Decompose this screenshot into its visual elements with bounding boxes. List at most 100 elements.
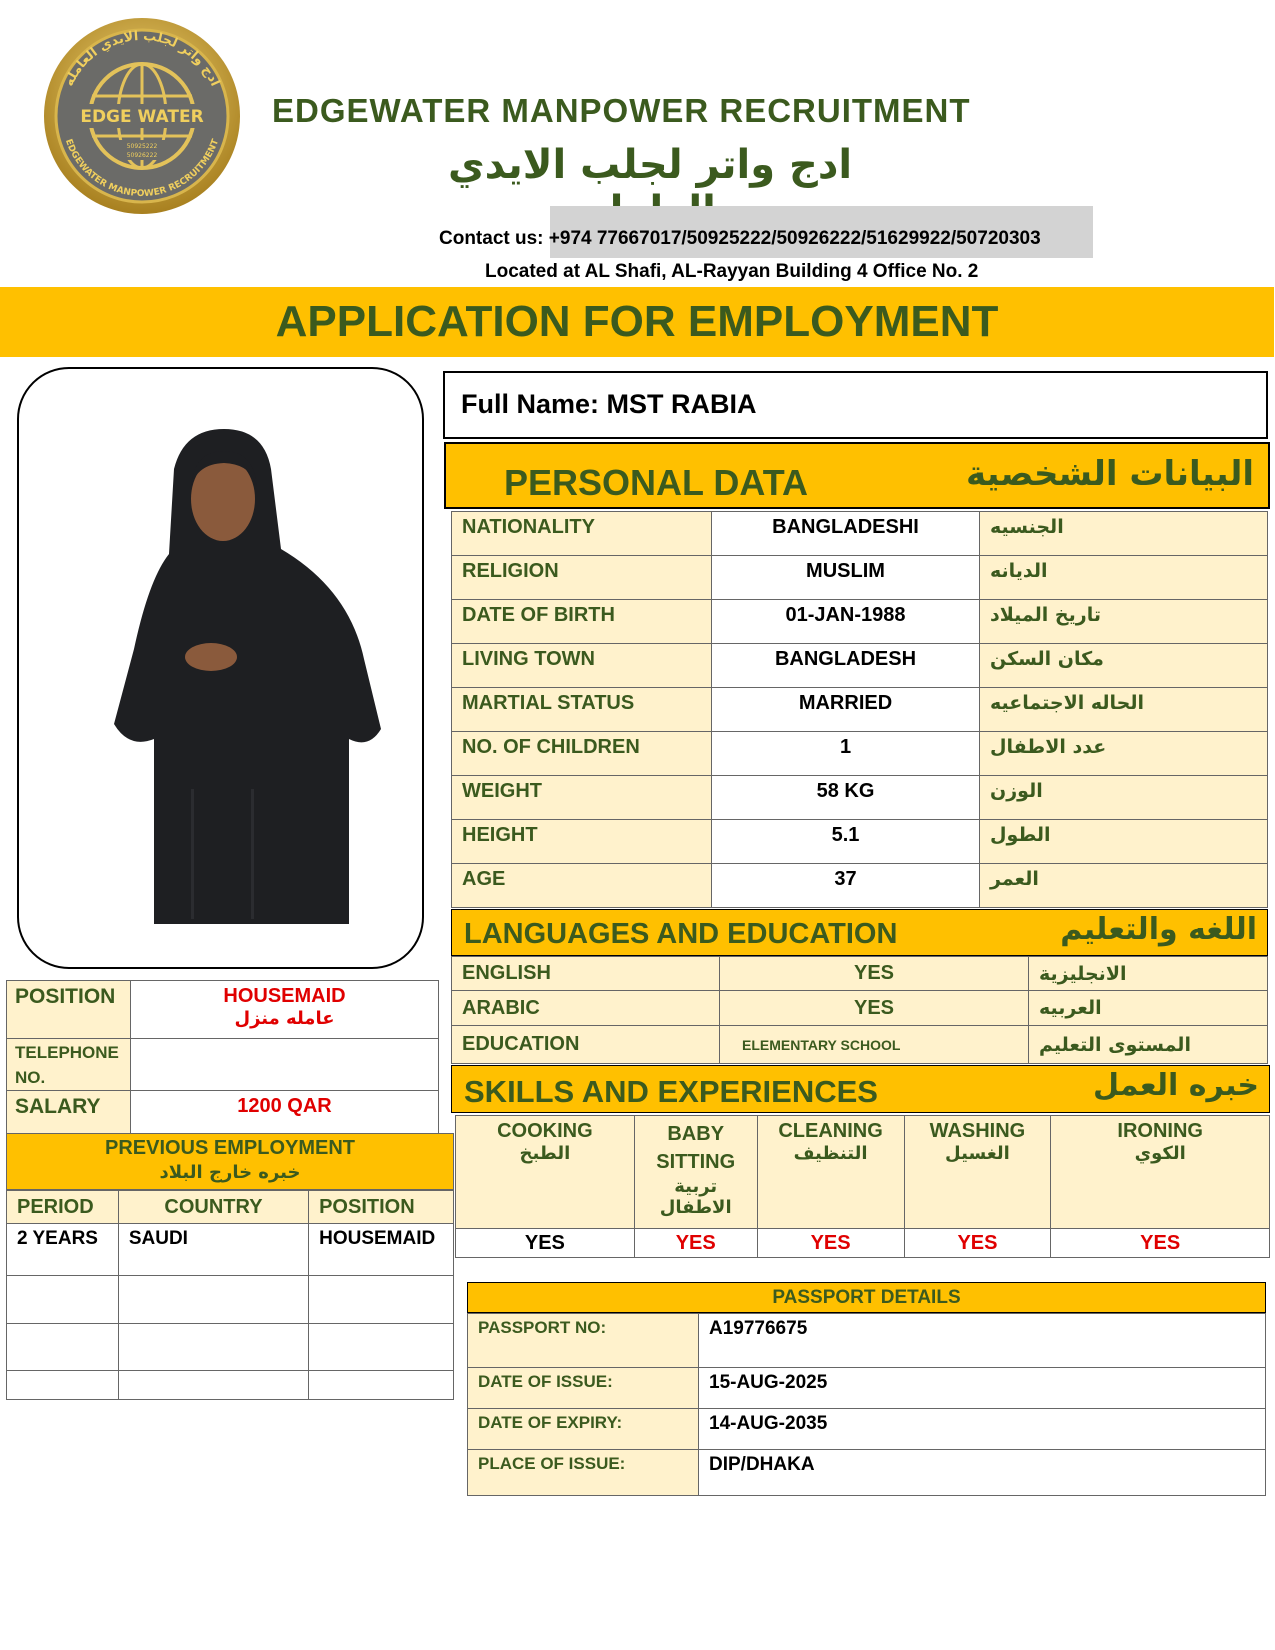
skill-label-arabic: تربية الاطفال [659,1176,732,1218]
language-label-arabic: المستوى التعليم [1028,1025,1268,1064]
personal-label-arabic: العمر [979,863,1268,908]
previous-employment-cell [308,1275,454,1324]
previous-employment-cell [6,1323,119,1371]
personal-value: 37 [711,863,980,908]
language-row: ARABIC YES العربيه [451,990,1268,1026]
personal-value: 01-JAN-1988 [711,599,980,644]
personal-label: LIVING TOWN [451,643,712,688]
skill-value: YES [756,1228,905,1258]
passport-row: DATE OF ISSUE: 15-AUG-2025 [467,1367,1266,1409]
passport-label: DATE OF EXPIRY: [467,1408,699,1450]
skill-value: YES [633,1228,758,1258]
column-header: POSITION [308,1190,454,1224]
skill-value: YES [1050,1228,1270,1258]
languages-title: LANGUAGES AND EDUCATION [464,918,898,950]
logo-phone: 50926222 [127,152,158,159]
language-row: ENGLISH YES الانجليزية [451,956,1268,991]
previous-employment-column-headers: PERIOD COUNTRY POSITION [6,1190,454,1224]
position-label: POSITION [6,980,131,1039]
language-label-arabic: العربيه [1028,990,1268,1026]
column-header: PERIOD [6,1190,119,1224]
passport-value: A19776675 [698,1313,1266,1368]
previous-employment-cell [6,1275,119,1324]
skill-label-cell: BABY SITTING تربية الاطفال [633,1115,758,1229]
personal-value: MARRIED [711,687,980,732]
passport-row: DATE OF EXPIRY: 14-AUG-2035 [467,1408,1266,1450]
personal-label: NATIONALITY [451,511,712,556]
previous-employment-header: PREVIOUS EMPLOYMENT خبره خارج البلاد [6,1133,454,1190]
personal-row: RELIGION MUSLIM الديانه [451,555,1268,600]
contact-highlight [550,206,1093,258]
previous-employment-row [6,1275,454,1324]
personal-label-arabic: الطول [979,819,1268,864]
personal-data-header: PERSONAL DATA البيانات الشخصية [444,442,1270,509]
logo-center-text: EDGE WATER [80,107,203,127]
skill-label: WASHING [929,1120,1026,1142]
skill-label: CLEANING [778,1120,883,1142]
previous-employment-cell [117,1275,310,1324]
passport-label: DATE OF ISSUE: [467,1367,699,1409]
contact-label: Contact us: [439,228,544,249]
passport-row: PASSPORT NO: A19776675 [467,1313,1266,1368]
personal-label-arabic: مكان السكن [979,643,1268,688]
language-label: ARABIC [451,990,720,1026]
personal-label: HEIGHT [451,819,712,864]
column-header: COUNTRY [117,1190,310,1224]
telephone-label: TELEPHONE NO. [6,1038,131,1091]
company-name: EDGEWATER MANPOWER RECRUITMENT [272,92,971,129]
personal-row: MARTIAL STATUS MARRIED الحاله الاجتماعيه [451,687,1268,732]
skill-label-arabic: الكوي [1134,1143,1186,1164]
personal-row: WEIGHT 58 KG الوزن [451,775,1268,820]
personal-value: 5.1 [711,819,980,864]
personal-value: MUSLIM [711,555,980,600]
full-name: Full Name: MST RABIA [443,371,1268,439]
personal-row: LIVING TOWN BANGLADESH مكان السكن [451,643,1268,688]
contact-numbers: +974 77667017/50925222/50926222/51629922… [548,228,1041,249]
previous-employment-cell [6,1370,119,1400]
previous-employment-title: PREVIOUS EMPLOYMENT [104,1137,356,1159]
previous-employment-row [6,1370,454,1400]
language-value: YES [719,956,1029,991]
previous-employment-row [6,1323,454,1371]
personal-label-arabic: الوزن [979,775,1268,820]
position-value: HOUSEMAID عامله منزل [130,980,439,1039]
skill-label-cell: WASHING الغسيل [903,1115,1052,1229]
logo-phone: 50925222 [127,143,158,150]
skill-label: COOKING [497,1120,593,1142]
languages-table: ENGLISH YES الانجليزية ARABIC YES العربيه EDUC… [451,956,1268,1064]
position-value-en: HOUSEMAID [223,985,346,1007]
personal-row: HEIGHT 5.1 الطول [451,819,1268,864]
salary-label: SALARY [6,1090,131,1134]
languages-header: LANGUAGES AND EDUCATION اللغه والتعليم [451,909,1268,956]
language-value: YES [719,990,1029,1026]
skill-label: IRONING [1117,1120,1203,1142]
previous-employment-row: 2 YEARS SAUDI HOUSEMAID [6,1223,454,1276]
previous-employment-cell [117,1323,310,1371]
previous-employment-table: PERIOD COUNTRY POSITION 2 YEARS SAUDI HOUSEMA… [6,1190,454,1400]
telephone-value [130,1038,439,1091]
skill-label-cell: CLEANING التنظيف [756,1115,905,1229]
previous-employment-cell [308,1370,454,1400]
personal-data-table: NATIONALITY BANGLADESHI الجنسيه RELIGION MUS… [451,511,1268,908]
skills-title-arabic: خبره العمل [1092,1068,1259,1103]
passport-value: 15-AUG-2025 [698,1367,1266,1409]
personal-row: AGE 37 العمر [451,863,1268,908]
previous-employment-cell: 2 YEARS [6,1223,119,1276]
language-label: ENGLISH [451,956,720,991]
personal-value: BANGLADESH [711,643,980,688]
personal-data-title: PERSONAL DATA [504,462,809,503]
skill-label-arabic: الطبخ [519,1143,571,1164]
skill-label-arabic: التنظيف [793,1143,868,1164]
skill-label-arabic: الغسيل [945,1143,1010,1164]
previous-employment-cell [117,1370,310,1400]
personal-row: NO. OF CHILDREN 1 عدد الاطفال [451,731,1268,776]
personal-value: BANGLADESHI [711,511,980,556]
passport-table: PASSPORT NO: A19776675 DATE OF ISSUE: 15-AU… [467,1313,1266,1496]
personal-label: WEIGHT [451,775,712,820]
skills-header: SKILLS AND EXPERIENCES خبره العمل [451,1065,1270,1113]
salary-value: 1200 QAR [130,1090,439,1134]
personal-label: NO. OF CHILDREN [451,731,712,776]
passport-label: PLACE OF ISSUE: [467,1449,699,1496]
personal-label-arabic: تاريخ الميلاد [979,599,1268,644]
personal-label: MARTIAL STATUS [451,687,712,732]
